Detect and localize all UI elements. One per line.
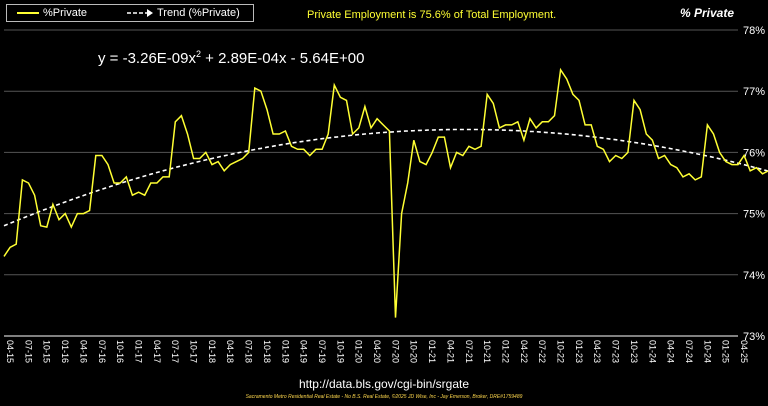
- x-tick-label: 10-18: [262, 340, 272, 363]
- x-tick-label: 04-22: [519, 340, 529, 363]
- header-note: Private Employment is 75.6% of Total Emp…: [307, 9, 557, 21]
- y-axis-labels: 73% 74% 75% 76% 77% 78%: [743, 25, 765, 343]
- x-tick-label: 07-22: [537, 340, 547, 363]
- x-tick-label: 04-21: [445, 340, 455, 363]
- x-tick-label: 04-19: [299, 340, 309, 363]
- x-tick-label: 01-22: [500, 340, 510, 363]
- x-tick-label: 07-18: [244, 340, 254, 363]
- equation-part2: + 2.89E-04x - 5.64E+00: [200, 50, 365, 67]
- x-tick-label: 04-17: [152, 340, 162, 363]
- x-tick-label: 01-25: [721, 340, 731, 363]
- y-tick-label: 78%: [743, 25, 765, 37]
- x-tick-label: 01-17: [133, 340, 143, 363]
- credit-line: Sacramento Metro Residential Real Estate…: [245, 394, 523, 400]
- equation-part1: y = -3.26E-09x: [98, 50, 196, 67]
- y-tick-label: 74%: [743, 270, 765, 282]
- x-tick-label: 04-18: [225, 340, 235, 363]
- x-tick-label: 10-19: [335, 340, 345, 363]
- x-tick-label: 10-23: [629, 340, 639, 363]
- x-tick-label: 01-24: [647, 340, 657, 363]
- legend: %Private Trend (%Private): [6, 4, 254, 22]
- x-tick-label: 07-23: [611, 340, 621, 363]
- y-tick-label: 75%: [743, 209, 765, 221]
- y-tick-label: 73%: [743, 331, 765, 343]
- corner-title: % Private: [679, 6, 734, 20]
- trend-equation: y = -3.26E-09x2 + 2.89E-04x - 5.64E+00: [98, 49, 364, 67]
- legend-label-trend: Trend (%Private): [157, 7, 240, 19]
- x-tick-label: 10-20: [409, 340, 419, 363]
- x-tick-label: 01-20: [354, 340, 364, 363]
- y-tick-label: 76%: [743, 147, 765, 159]
- x-tick-label: 01-23: [574, 340, 584, 363]
- x-tick-label: 04-16: [78, 340, 88, 363]
- x-tick-label: 01-19: [280, 340, 290, 363]
- source-url: http://data.bls.gov/cgi-bin/srgate: [298, 377, 470, 391]
- x-tick-label: 07-19: [317, 340, 327, 363]
- x-tick-label: 10-15: [42, 340, 52, 363]
- x-tick-label: 04-25: [739, 340, 749, 363]
- x-tick-label: 04-23: [592, 340, 602, 363]
- equation-exponent: 2: [195, 49, 201, 59]
- x-tick-label: 04-24: [666, 340, 676, 363]
- trend-line: [3, 128, 768, 227]
- x-tick-label: 10-21: [482, 340, 492, 363]
- x-tick-label: 07-21: [464, 340, 474, 363]
- x-tick-label: 07-15: [23, 340, 33, 363]
- x-tick-label: 10-24: [702, 340, 712, 363]
- x-tick-label: 07-16: [97, 340, 107, 363]
- x-tick-label: 01-18: [207, 340, 217, 363]
- x-tick-label: 04-20: [372, 340, 382, 363]
- x-tick-label: 01-21: [427, 340, 437, 363]
- x-tick-label: 01-16: [60, 340, 70, 363]
- x-tick-label: 07-20: [390, 340, 400, 363]
- legend-label-private: %Private: [43, 7, 88, 19]
- series-line-private: [3, 67, 768, 318]
- x-tick-label: 10-17: [189, 340, 199, 363]
- gridlines: [4, 29, 738, 276]
- y-tick-label: 77%: [743, 86, 765, 98]
- legend-swatch-trend: [127, 9, 153, 17]
- x-tick-label: 07-17: [170, 340, 180, 363]
- x-axis-labels: 04-15 07-15 10-15 01-16 04-16 07-16 10-16 01-17…: [5, 340, 749, 363]
- x-tick-label: 04-15: [5, 340, 15, 363]
- x-tick-label: 07-24: [684, 340, 694, 363]
- x-tick-label: 10-22: [556, 340, 566, 363]
- x-tick-label: 10-16: [115, 340, 125, 363]
- legend-swatch-private: [17, 12, 39, 14]
